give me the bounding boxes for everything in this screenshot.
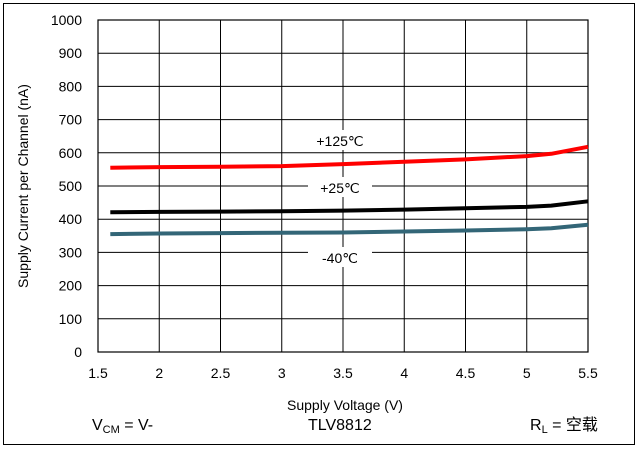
y-tick-label: 800 [59, 78, 83, 94]
vcm-subscript: CM [102, 424, 120, 436]
x-tick-label: 1.5 [88, 365, 108, 381]
series-label-bg [308, 130, 372, 150]
y-axis-label: Supply Current per Channel (nA) [15, 84, 31, 288]
x-axis-label: Supply Voltage (V) [287, 397, 403, 413]
x-tick-label: 3 [278, 365, 286, 381]
x-axis-ticks: 1.5 2 2.5 3 3.5 4 4.5 5 5.5 [88, 365, 598, 381]
y-tick-label: 100 [59, 311, 83, 327]
y-tick-label: 300 [59, 244, 83, 260]
series-line [110, 144, 589, 170]
rl-condition: RL = 空载 [530, 418, 598, 436]
y-tick-label: 600 [59, 145, 83, 161]
vcm-value: = V- [119, 417, 154, 434]
series-label-bg [308, 247, 372, 267]
series-line [110, 222, 589, 237]
series-lines [110, 144, 589, 237]
part-number: TLV8812 [308, 417, 372, 434]
x-tick-label: 4.5 [456, 365, 476, 381]
series-line [110, 199, 589, 215]
rl-symbol: R [530, 417, 542, 434]
series-label: -40℃ [322, 250, 358, 266]
y-tick-label: 1000 [51, 12, 82, 28]
y-tick-label: 0 [74, 344, 82, 360]
plot-area [97, 19, 589, 353]
y-tick-label: 700 [59, 112, 83, 128]
x-tick-label: 2.5 [211, 365, 231, 381]
x-tick-label: 5.5 [578, 365, 598, 381]
series-label-bg [308, 177, 372, 197]
rl-subscript: L [541, 424, 548, 436]
x-tick-label: 2 [155, 365, 163, 381]
y-tick-label: 500 [59, 178, 83, 194]
y-axis-ticks: 0 100 200 300 400 500 600 700 800 900 1000 [51, 12, 82, 360]
x-tick-label: 4 [400, 365, 408, 381]
x-tick-label: 3.5 [333, 365, 353, 381]
series-label: +25℃ [320, 180, 359, 196]
y-tick-label: 900 [59, 45, 83, 61]
figure-frame [3, 3, 635, 445]
x-tick-label: 5 [523, 365, 531, 381]
vcm-symbol: V [92, 417, 103, 434]
y-tick-label: 400 [59, 211, 83, 227]
series-labels: +125℃ +25℃ -40℃ [308, 130, 372, 267]
series-label: +125℃ [316, 133, 363, 149]
y-tick-label: 200 [59, 278, 83, 294]
rl-value: = 空载 [547, 417, 598, 434]
vcm-condition: VCM = V- [92, 418, 153, 436]
